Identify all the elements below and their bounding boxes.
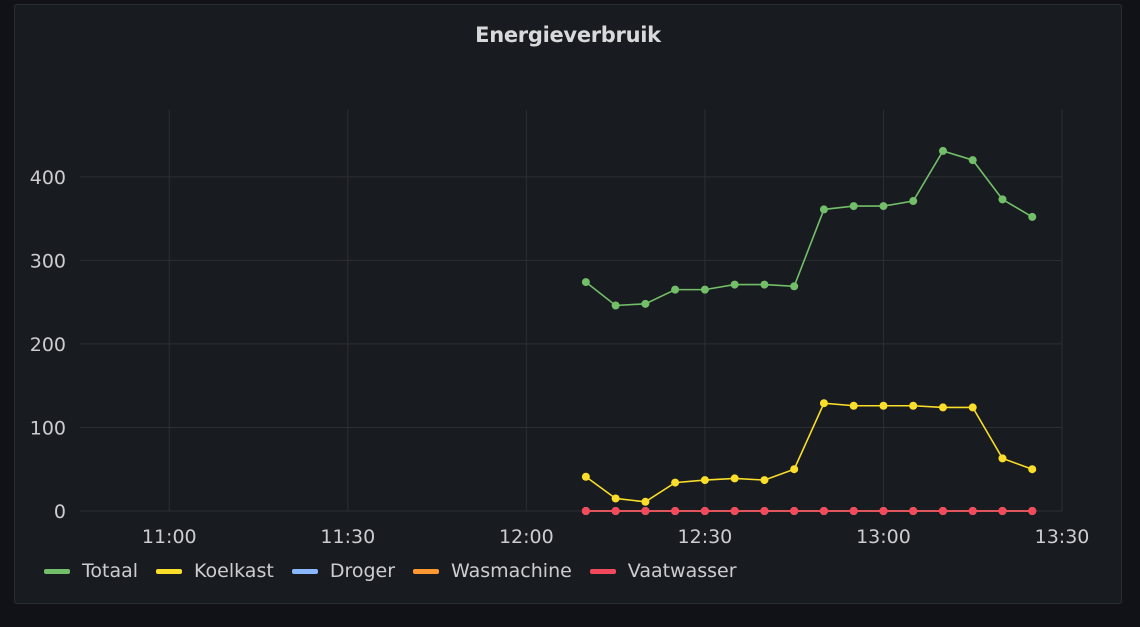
x-tick-label: 13:30 xyxy=(1035,526,1090,548)
data-point-koelkast xyxy=(879,401,888,410)
data-point-vaatwasser xyxy=(938,507,947,515)
series-line-koelkast xyxy=(585,402,1033,503)
legend-swatch xyxy=(413,568,440,574)
panel-title: Energieverbruik xyxy=(475,23,661,47)
data-point-totaal xyxy=(998,195,1007,204)
data-point-vaatwasser xyxy=(909,507,918,515)
data-point-koelkast xyxy=(968,403,977,412)
x-tick-label: 12:00 xyxy=(499,526,554,548)
y-tick-label: 100 xyxy=(30,417,66,439)
legend-swatch xyxy=(156,568,183,574)
data-point-koelkast xyxy=(998,454,1007,463)
data-point-vaatwasser xyxy=(968,507,977,515)
data-point-koelkast xyxy=(671,478,680,487)
data-point-totaal xyxy=(641,299,650,308)
data-point-vaatwasser xyxy=(819,507,828,515)
legend-item-droger[interactable]: Droger xyxy=(291,560,396,582)
data-point-vaatwasser xyxy=(879,507,888,515)
data-point-totaal xyxy=(671,285,680,294)
x-tick-label: 11:00 xyxy=(142,526,197,548)
data-point-vaatwasser xyxy=(849,507,858,515)
data-point-vaatwasser xyxy=(671,507,680,515)
y-tick-label: 200 xyxy=(30,334,66,356)
data-point-koelkast xyxy=(641,497,650,506)
legend-swatch xyxy=(44,568,70,574)
data-point-vaatwasser xyxy=(641,507,650,515)
data-point-koelkast xyxy=(700,476,709,485)
data-point-koelkast xyxy=(730,474,739,483)
data-point-vaatwasser xyxy=(581,507,590,515)
data-point-totaal xyxy=(1028,212,1037,221)
legend-swatch xyxy=(589,568,616,574)
data-point-koelkast xyxy=(909,401,918,410)
data-point-totaal xyxy=(968,156,977,165)
legend-label: Wasmachine xyxy=(451,560,572,582)
series-line-totaal xyxy=(585,149,1033,307)
legend-item-wasmachine[interactable]: Wasmachine xyxy=(413,560,572,582)
data-point-koelkast xyxy=(1028,465,1037,474)
x-tick-label: 11:30 xyxy=(320,526,375,548)
y-tick-label: 300 xyxy=(30,250,66,272)
legend: Totaal Koelkast Droger Wasmachine Vaatwasser xyxy=(44,560,755,582)
y-tick-label: 400 xyxy=(30,167,66,189)
data-point-totaal xyxy=(819,205,828,214)
data-point-koelkast xyxy=(849,401,858,410)
legend-swatch xyxy=(291,568,318,574)
y-tick-label: 0 xyxy=(54,501,66,523)
legend-label: Droger xyxy=(329,560,396,582)
legend-label: Koelkast xyxy=(194,560,274,582)
legend-item-totaal[interactable]: Totaal xyxy=(44,560,138,582)
x-tick-label: 13:00 xyxy=(856,526,911,548)
data-point-vaatwasser xyxy=(790,507,799,515)
x-tick-label: 12:30 xyxy=(678,526,733,548)
data-point-totaal xyxy=(879,202,888,211)
data-point-totaal xyxy=(611,301,620,310)
legend-item-koelkast[interactable]: Koelkast xyxy=(156,560,274,582)
data-point-koelkast xyxy=(790,465,799,474)
data-point-vaatwasser xyxy=(730,507,739,515)
data-point-totaal xyxy=(730,280,739,289)
data-point-vaatwasser xyxy=(700,507,709,515)
data-point-vaatwasser xyxy=(611,507,620,515)
legend-label: Totaal xyxy=(82,560,139,582)
data-point-vaatwasser xyxy=(760,507,769,515)
data-point-koelkast xyxy=(611,494,620,503)
data-point-totaal xyxy=(700,285,709,294)
data-point-vaatwasser xyxy=(1028,507,1037,515)
legend-item-vaatwasser[interactable]: Vaatwasser xyxy=(589,560,737,582)
data-point-koelkast xyxy=(938,403,947,412)
data-point-totaal xyxy=(760,280,769,289)
data-point-vaatwasser xyxy=(998,507,1007,515)
data-point-totaal xyxy=(790,282,799,291)
data-point-totaal xyxy=(849,202,858,211)
data-point-koelkast xyxy=(760,476,769,485)
data-point-koelkast xyxy=(819,399,828,408)
data-point-totaal xyxy=(938,146,947,155)
data-point-totaal xyxy=(581,278,590,287)
data-point-koelkast xyxy=(581,472,590,481)
data-point-totaal xyxy=(909,197,918,206)
legend-label: Vaatwasser xyxy=(627,560,737,582)
chart-panel: Energieverbruik xyxy=(14,4,1122,604)
